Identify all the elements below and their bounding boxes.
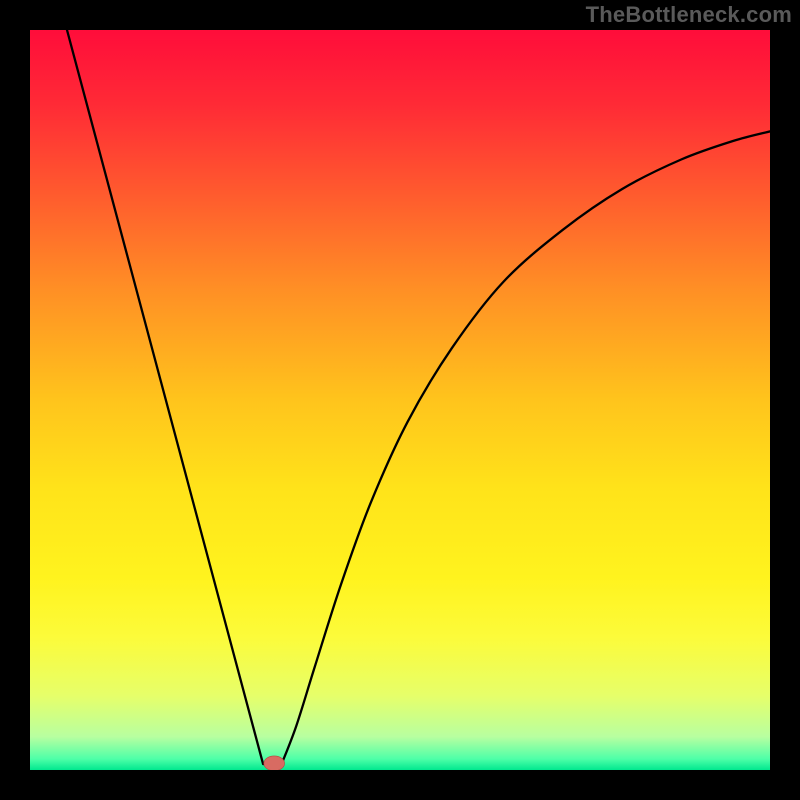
optimum-marker xyxy=(30,30,770,770)
watermark-label: TheBottleneck.com xyxy=(586,2,792,28)
plot-area xyxy=(30,30,770,770)
chart-container: TheBottleneck.com xyxy=(0,0,800,800)
